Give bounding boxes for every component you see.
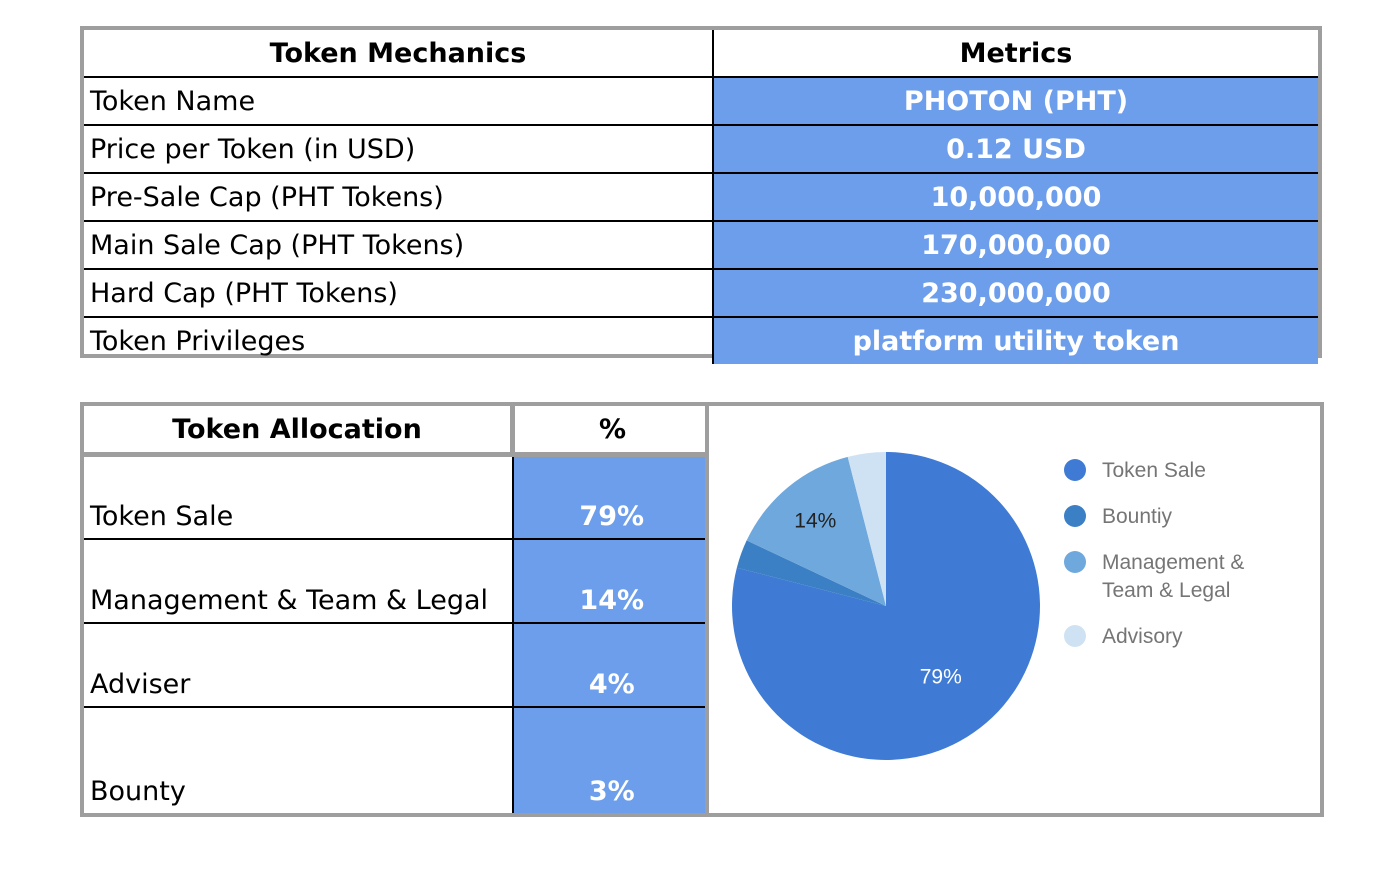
row-label: Hard Cap (PHT Tokens) — [84, 269, 714, 318]
slice-data-label: 14% — [794, 510, 836, 533]
header-percent: % — [512, 406, 710, 457]
allocation-label: Bounty — [84, 706, 514, 813]
token-allocation-table: Token Allocation % Token Sale 79% Manage… — [80, 402, 710, 817]
allocation-percent: 4% — [512, 622, 710, 708]
legend-swatch — [1064, 551, 1086, 573]
row-value: 10,000,000 — [713, 173, 1318, 222]
allocation-percent: 79% — [512, 454, 710, 540]
pie-slice-management-team-legal[interactable] — [746, 456, 886, 606]
mechanics-header-row: Token Mechanics Metrics — [84, 30, 1318, 78]
pie-chart: 79% 14% Token Sale Bountiy Management & Team … — [732, 452, 1244, 760]
table-row: Token Name PHOTON (PHT) — [84, 77, 1318, 126]
legend-swatch — [1064, 459, 1086, 481]
table-row: Management & Team & Legal 14% — [84, 538, 710, 624]
header-token-allocation: Token Allocation — [84, 406, 515, 457]
row-value: platform utility token — [713, 317, 1318, 364]
table-row: Main Sale Cap (PHT Tokens) 170,000,000 — [84, 221, 1318, 270]
allocation-label: Adviser — [84, 622, 514, 708]
pie-slice-advisory[interactable] — [847, 452, 886, 606]
table-row: Price per Token (in USD) 0.12 USD — [84, 125, 1318, 174]
table-row: Pre-Sale Cap (PHT Tokens) 10,000,000 — [84, 173, 1318, 222]
legend-entry[interactable]: Management & Team & Legal — [1064, 551, 1244, 602]
pie-slice-bountiy[interactable] — [736, 540, 886, 606]
table-row: Hard Cap (PHT Tokens) 230,000,000 — [84, 269, 1318, 318]
legend-label: Bountiy — [1102, 505, 1173, 528]
allocation-percent: 3% — [512, 706, 710, 813]
allocation-label: Management & Team & Legal — [84, 538, 514, 624]
legend-entry[interactable]: Bountiy — [1064, 505, 1173, 528]
legend-label: Advisory — [1102, 625, 1183, 648]
token-mechanics-table: Token Mechanics Metrics Token Name PHOTO… — [80, 26, 1322, 364]
header-token-mechanics: Token Mechanics — [84, 30, 714, 78]
legend-entry[interactable]: Token Sale — [1064, 459, 1206, 482]
allocation-header-row: Token Allocation % — [84, 406, 710, 457]
row-label: Pre-Sale Cap (PHT Tokens) — [84, 173, 714, 222]
row-label: Token Privileges — [84, 317, 714, 364]
row-label: Token Name — [84, 77, 714, 126]
mechanics-grid: Token Mechanics Metrics Token Name PHOTO… — [84, 30, 1318, 364]
legend-label: Team & Legal — [1102, 579, 1230, 602]
legend-label: Management & — [1102, 551, 1244, 574]
allocation-grid: Token Allocation % Token Sale 79% Manage… — [84, 406, 710, 813]
slice-data-label: 79% — [920, 666, 962, 689]
row-value: 0.12 USD — [713, 125, 1318, 174]
row-value: 230,000,000 — [713, 269, 1318, 318]
row-value: PHOTON (PHT) — [713, 77, 1318, 126]
allocation-label: Token Sale — [84, 454, 514, 540]
table-row: Token Privileges platform utility token — [84, 317, 1318, 364]
row-value: 170,000,000 — [713, 221, 1318, 270]
legend-label: Token Sale — [1102, 459, 1206, 482]
allocation-pie-chart-panel: 79% 14% Token Sale Bountiy Management & Team … — [705, 402, 1324, 817]
table-row: Bounty 3% — [84, 706, 710, 813]
table-row: Adviser 4% — [84, 622, 710, 708]
row-label: Price per Token (in USD) — [84, 125, 714, 174]
legend-entry[interactable]: Advisory — [1064, 625, 1183, 648]
allocation-percent: 14% — [512, 538, 710, 624]
row-label: Main Sale Cap (PHT Tokens) — [84, 221, 714, 270]
legend-swatch — [1064, 505, 1086, 527]
header-metrics: Metrics — [713, 30, 1318, 78]
table-row: Token Sale 79% — [84, 454, 710, 540]
legend-swatch — [1064, 625, 1086, 647]
